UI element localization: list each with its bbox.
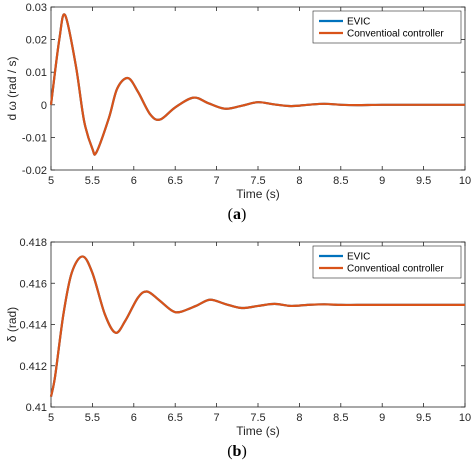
chart-panel-a: 5 5.5 6 6.5 7 7.5 8 8.5 9 9.5 10 -0.02 -0.01 0 0.01 0.0… [5,2,471,201]
x-tick-label: 7 [214,175,220,187]
legend-entry: Conventioal controller [347,264,444,275]
y-tick-label: 0.02 [26,35,47,47]
legend-entry: EVIC [347,17,370,28]
y-tick-label: 0 [41,100,47,112]
panel-label-b: (b) [227,443,247,460]
x-tick-label: 6.5 [168,412,183,424]
x-tick-label: 8 [296,175,302,187]
legend-box [312,10,462,44]
legend-box [312,245,462,279]
y-tick-label: 0.412 [19,361,47,373]
y-tick-label: 0.03 [26,2,47,14]
chart-panel-b: 5 5.5 6 6.5 7 7.5 8 8.5 9 9.5 10 0.41 0.412 0.414 0.41… [5,237,471,438]
legend-entry: Conventioal controller [347,29,444,40]
x-axis-label: Time (s) [236,424,280,438]
x-tick-label: 7.5 [250,412,265,424]
x-tick-label: 6.5 [168,175,183,187]
y-axis-label: d ω (rad / s) [5,56,19,120]
x-tick-label: 6 [131,412,137,424]
y-axis-label: δ (rad) [5,307,19,342]
x-tick-label: 8 [296,412,302,424]
x-tick-label: 5.5 [85,412,100,424]
x-tick-label: 5 [48,175,54,187]
x-tick-label: 9.5 [416,175,431,187]
y-tick-label: 0.414 [19,320,47,332]
x-tick-label: 10 [459,175,471,187]
y-tick-label: 0.418 [19,237,47,249]
x-axis-label: Time (s) [236,187,280,201]
x-tick-label: 7.5 [250,175,265,187]
x-tick-label: 5 [48,412,54,424]
y-tick-label: 0.416 [19,278,47,290]
x-tick-label: 10 [459,412,471,424]
legend-entry: EVIC [347,252,370,263]
x-tick-label: 6 [131,175,137,187]
y-tick-label: 0.41 [26,402,47,414]
series-line-conventional [49,255,465,397]
x-tick-label: 9.5 [416,412,431,424]
x-tick-label: 9 [379,412,385,424]
y-tick-label: 0.01 [26,67,47,79]
x-tick-label: 8.5 [333,412,348,424]
series-line-conventional [49,13,466,156]
x-tick-label: 9 [379,175,385,187]
x-tick-label: 8.5 [333,175,348,187]
x-tick-label: 5.5 [85,175,100,187]
x-tick-label: 7 [214,412,220,424]
y-tick-label: -0.02 [22,165,47,177]
panel-label-a: (a) [227,206,247,223]
y-tick-label: -0.01 [22,132,47,144]
